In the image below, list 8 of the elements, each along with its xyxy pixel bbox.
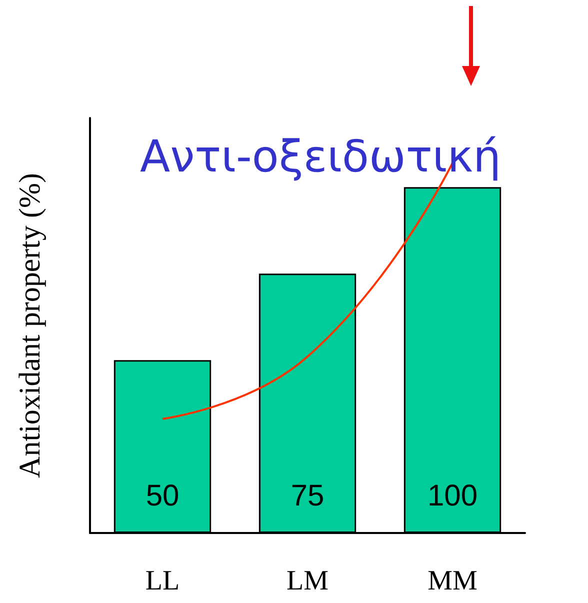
x-tick-label: LM (286, 566, 329, 596)
x-tick-label: MM (428, 566, 478, 596)
data-label: 75 (290, 480, 324, 512)
data-label: 100 (427, 480, 478, 512)
y-axis-title: Antioxidant property (%) (14, 173, 46, 478)
annotation: Αντι-οξειδωτική (140, 132, 502, 182)
data-label: 50 (146, 480, 180, 512)
x-tick-label: LL (145, 566, 180, 596)
